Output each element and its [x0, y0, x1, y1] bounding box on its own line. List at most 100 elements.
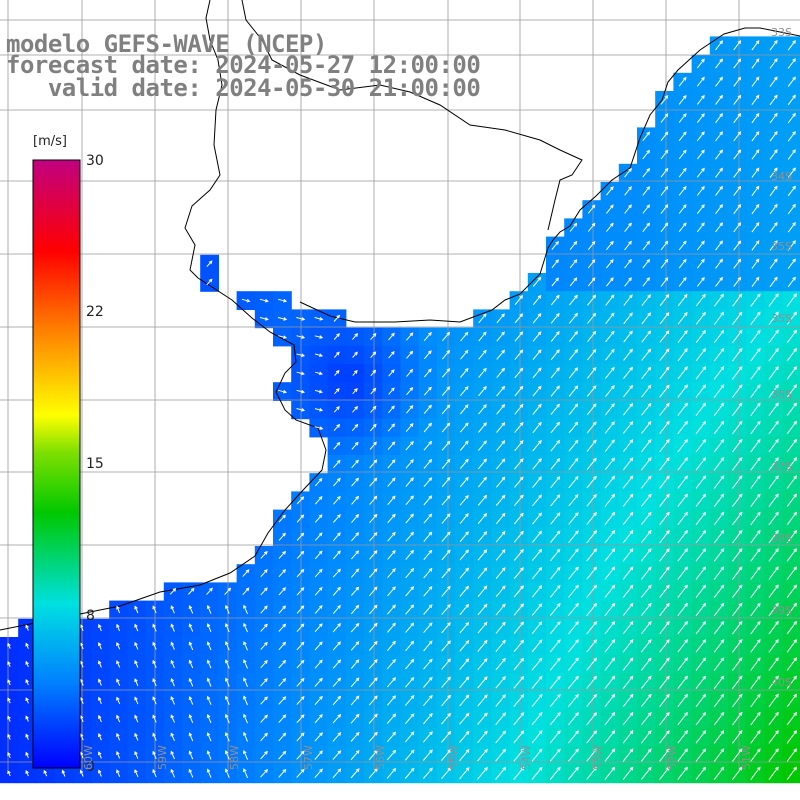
wind-arrow-head — [665, 312, 670, 316]
wind-arrow-head — [318, 389, 323, 394]
title-forecast-date: forecast date: 2024-05-27 12:00:00 — [6, 51, 481, 79]
wind-arrow — [640, 475, 652, 489]
wind-arrow — [531, 767, 543, 780]
wind-arrow — [459, 640, 469, 652]
wind-arrow-head — [629, 639, 634, 644]
wind-arrow-head — [555, 259, 559, 264]
wind-arrow-head — [465, 676, 470, 681]
wind-arrow-head — [575, 693, 579, 698]
wind-arrow-head — [243, 749, 247, 754]
wind-arrow-head — [464, 404, 469, 409]
wind-arrow-head — [520, 748, 525, 753]
wind-arrow — [459, 749, 470, 762]
wind-arrow — [750, 512, 761, 526]
wind-arrow-head — [354, 405, 358, 410]
wind-arrow-head — [719, 240, 723, 245]
wind-arrow — [98, 697, 102, 704]
wind-arrow-head — [501, 331, 505, 336]
wind-arrow-head — [300, 550, 305, 555]
wind-arrow — [586, 530, 597, 544]
wind-arrow-head — [283, 298, 288, 303]
wind-arrow — [314, 389, 323, 393]
wind-arrow-head — [592, 330, 597, 335]
wind-arrow-head — [355, 495, 359, 500]
wind-arrow-head — [555, 240, 559, 245]
wind-arrow — [733, 149, 741, 160]
wind-arrow-head — [775, 384, 779, 389]
wind-arrow — [387, 477, 396, 487]
wind-arrow-head — [611, 766, 616, 771]
wind-arrow-head — [682, 276, 687, 281]
wind-arrow-head — [392, 731, 397, 736]
wind-arrow-head — [629, 711, 634, 716]
wind-arrow — [98, 624, 102, 632]
wind-arrow-head — [737, 76, 742, 81]
wind-arrow — [423, 695, 433, 707]
wind-arrow-head — [701, 240, 705, 245]
wind-arrow-head — [737, 40, 742, 44]
wind-arrow-head — [792, 149, 796, 154]
wind-arrow — [750, 603, 761, 617]
wind-arrow-head — [628, 186, 632, 190]
wind-arrow-head — [647, 366, 652, 371]
wind-arrow — [314, 732, 323, 742]
wind-arrow — [751, 186, 760, 196]
wind-arrow — [404, 749, 415, 761]
wind-arrow-head — [354, 441, 359, 446]
wind-arrow-head — [738, 311, 743, 316]
wind-arrow — [170, 660, 175, 669]
wind-arrow — [386, 731, 396, 743]
wind-arrow — [659, 475, 670, 489]
wind-arrow — [751, 259, 760, 269]
wind-arrow-head — [756, 438, 761, 443]
wind-arrow-head — [647, 657, 652, 662]
wind-arrow — [423, 677, 433, 688]
wind-arrow-head — [702, 329, 706, 334]
wind-arrow-head — [373, 495, 378, 500]
wind-arrow — [225, 750, 230, 760]
wind-arrow — [495, 549, 506, 561]
wind-arrow-head — [373, 586, 378, 591]
wind-arrow-head — [282, 550, 287, 555]
lon-label: 55W — [448, 745, 461, 770]
wind-arrow — [514, 440, 524, 452]
wind-arrow-head — [792, 258, 796, 263]
wind-arrow — [751, 40, 760, 51]
wind-arrow — [423, 441, 432, 451]
wind-arrow-head — [152, 696, 156, 701]
wind-arrow-head — [318, 605, 323, 609]
wind-arrow-head — [501, 367, 505, 372]
wind-arrow-head — [206, 604, 211, 609]
wind-arrow-head — [300, 605, 305, 610]
wind-arrow-head — [756, 475, 761, 480]
wind-arrow — [422, 731, 433, 743]
wind-arrow — [660, 113, 668, 123]
wind-arrow — [332, 714, 341, 724]
wind-arrow-head — [520, 585, 524, 589]
wind-arrow-head — [666, 457, 670, 462]
wind-arrow-head — [464, 422, 469, 427]
wind-arrow-head — [792, 240, 796, 245]
wind-arrow-head — [25, 751, 29, 756]
wind-arrow-head — [225, 622, 229, 627]
wind-arrow — [333, 424, 340, 432]
wind-arrow-head — [282, 623, 287, 628]
wind-arrow — [787, 204, 796, 215]
wind-arrow — [624, 204, 632, 214]
wind-arrow — [495, 622, 506, 634]
wind-arrow — [460, 350, 469, 360]
wind-arrow-head — [666, 511, 670, 516]
wind-arrow-head — [282, 732, 287, 737]
wind-arrow-head — [591, 204, 596, 209]
wind-arrow-head — [409, 404, 414, 409]
wind-arrow — [207, 714, 212, 724]
wind-arrow — [550, 295, 560, 306]
wind-arrow-head — [575, 602, 579, 607]
wind-arrow-head — [336, 423, 341, 428]
wind-arrow-head — [224, 713, 229, 718]
wind-arrow-head — [593, 457, 597, 462]
wind-arrow-head — [172, 587, 177, 592]
wind-arrow — [550, 367, 560, 379]
wind-arrow-head — [410, 713, 415, 718]
wind-arrow — [405, 604, 414, 615]
